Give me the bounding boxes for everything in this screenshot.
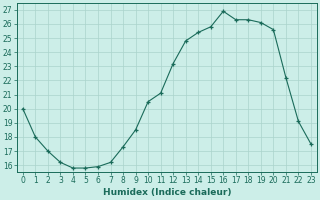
X-axis label: Humidex (Indice chaleur): Humidex (Indice chaleur)	[103, 188, 231, 197]
